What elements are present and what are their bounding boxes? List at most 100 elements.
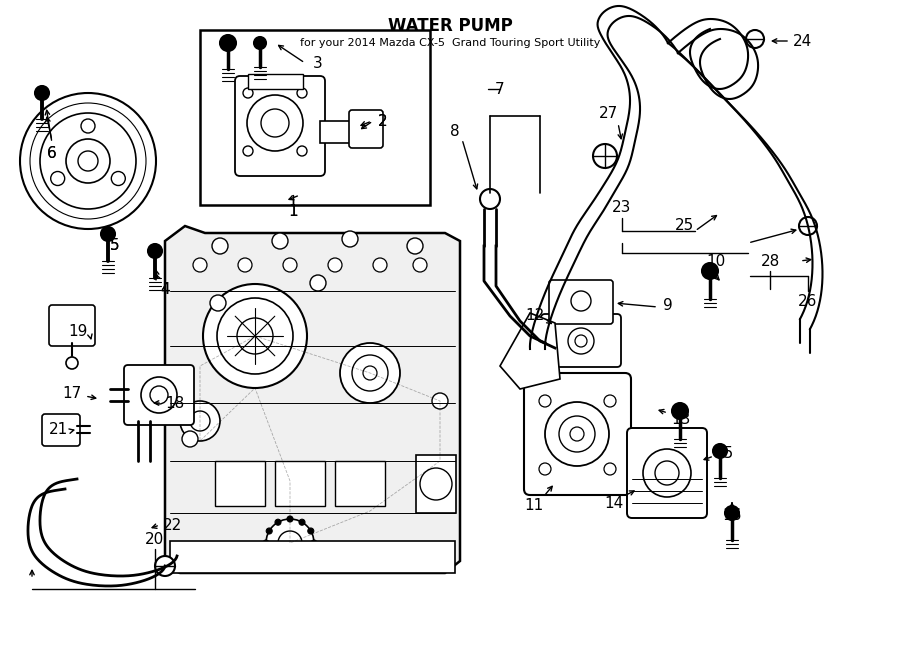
FancyBboxPatch shape [42, 414, 80, 446]
Circle shape [299, 561, 305, 566]
Circle shape [799, 217, 817, 235]
Circle shape [593, 144, 617, 168]
Circle shape [311, 540, 317, 546]
Bar [248, 74, 303, 89]
Circle shape [643, 449, 691, 497]
Circle shape [575, 335, 587, 347]
Circle shape [66, 357, 78, 369]
Circle shape [78, 151, 98, 171]
Text: 7: 7 [495, 81, 505, 97]
Circle shape [559, 416, 595, 452]
Text: 4: 4 [160, 282, 170, 297]
Text: 17: 17 [62, 385, 82, 401]
Circle shape [278, 531, 302, 555]
Circle shape [287, 516, 293, 522]
Circle shape [190, 411, 210, 431]
Circle shape [571, 291, 591, 311]
Text: 1: 1 [288, 204, 298, 219]
Circle shape [272, 233, 288, 249]
Circle shape [432, 393, 448, 409]
Circle shape [725, 506, 739, 520]
Bar [416, 455, 456, 513]
Circle shape [570, 427, 584, 441]
Text: 16: 16 [723, 508, 742, 524]
Circle shape [287, 564, 293, 570]
Text: 5: 5 [110, 239, 120, 254]
Circle shape [193, 258, 207, 272]
FancyBboxPatch shape [549, 280, 613, 324]
Text: 5: 5 [110, 239, 120, 254]
Circle shape [407, 238, 423, 254]
Text: 10: 10 [706, 254, 725, 268]
Circle shape [112, 171, 125, 186]
Text: 8: 8 [450, 124, 460, 139]
Text: for your 2014 Mazda CX-5  Grand Touring Sport Utility: for your 2014 Mazda CX-5 Grand Touring S… [300, 38, 600, 48]
Text: 6: 6 [47, 145, 57, 161]
Circle shape [261, 109, 289, 137]
Circle shape [263, 540, 269, 546]
Text: 1: 1 [288, 204, 298, 219]
Text: 27: 27 [598, 106, 617, 120]
FancyBboxPatch shape [235, 76, 325, 176]
Circle shape [539, 395, 551, 407]
Text: 28: 28 [760, 254, 779, 268]
Circle shape [310, 275, 326, 291]
Text: 21: 21 [49, 422, 68, 436]
Circle shape [238, 258, 252, 272]
Circle shape [141, 377, 177, 413]
Circle shape [539, 463, 551, 475]
Bar [335, 461, 385, 506]
Circle shape [150, 386, 168, 404]
Circle shape [20, 93, 156, 229]
Polygon shape [500, 313, 560, 389]
Text: 25: 25 [675, 219, 695, 233]
Text: 2: 2 [378, 114, 388, 128]
Circle shape [480, 189, 500, 209]
Circle shape [713, 444, 727, 458]
Circle shape [50, 171, 65, 186]
Bar [275, 461, 325, 506]
Bar [215, 461, 265, 506]
Circle shape [275, 519, 281, 525]
Text: 20: 20 [146, 531, 165, 547]
Circle shape [247, 95, 303, 151]
Text: 9: 9 [663, 297, 673, 313]
Polygon shape [165, 226, 460, 573]
Circle shape [101, 227, 115, 241]
Text: 4: 4 [160, 282, 170, 297]
Circle shape [266, 552, 272, 558]
Circle shape [217, 298, 293, 374]
FancyBboxPatch shape [524, 373, 631, 495]
Bar [170, 541, 455, 573]
Circle shape [352, 355, 388, 391]
FancyBboxPatch shape [124, 365, 194, 425]
Text: 12: 12 [526, 309, 544, 323]
Circle shape [266, 528, 272, 534]
Circle shape [655, 461, 679, 485]
Circle shape [299, 519, 305, 525]
Circle shape [297, 146, 307, 156]
Text: 26: 26 [798, 293, 818, 309]
Bar [200, 30, 430, 205]
FancyBboxPatch shape [627, 428, 707, 518]
Circle shape [237, 318, 273, 354]
Circle shape [702, 263, 718, 279]
Circle shape [342, 231, 358, 247]
FancyBboxPatch shape [349, 110, 383, 148]
Circle shape [142, 381, 166, 405]
Circle shape [155, 556, 175, 576]
FancyBboxPatch shape [49, 305, 95, 346]
Circle shape [308, 528, 314, 534]
Circle shape [297, 88, 307, 98]
Circle shape [66, 139, 110, 183]
Bar [138, 368, 170, 413]
Circle shape [604, 463, 616, 475]
FancyBboxPatch shape [541, 314, 621, 367]
Circle shape [420, 468, 452, 500]
Circle shape [40, 113, 136, 209]
Text: 13: 13 [671, 412, 690, 426]
Circle shape [373, 258, 387, 272]
Circle shape [308, 552, 314, 558]
Circle shape [182, 431, 198, 447]
Circle shape [81, 119, 95, 133]
